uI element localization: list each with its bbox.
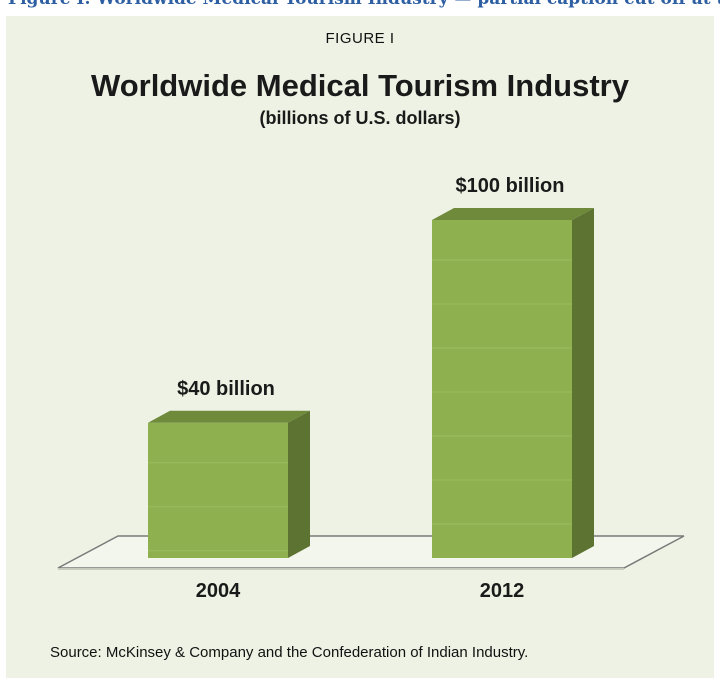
bar-side-face — [288, 410, 310, 558]
source-note: Source: McKinsey & Company and the Confe… — [50, 644, 529, 661]
bar-side-face — [572, 208, 594, 558]
x-tick-label: 2012 — [480, 580, 525, 602]
bar-2004: $40 billion 2004 — [148, 378, 310, 602]
bar-front-face — [148, 422, 288, 558]
bar-top-face — [432, 208, 594, 220]
figure-label: FIGURE I — [325, 30, 395, 47]
bar-top-face — [148, 410, 310, 423]
caption-banner: Figure I: Worldwide Medical Tourism Indu… — [0, 0, 720, 16]
x-tick-label: 2004 — [196, 580, 241, 602]
bar-2012: $100 billion 2012 — [432, 175, 594, 602]
bar-value-label: $100 billion — [456, 175, 565, 197]
caption-fragment: Figure I: Worldwide Medical Tourism Indu… — [8, 0, 720, 9]
bar-front-face — [432, 220, 572, 558]
chart-title: Worldwide Medical Tourism Industry — [91, 68, 629, 103]
bar-value-label: $40 billion — [177, 378, 275, 400]
bars-layer: $40 billion 2004 $100 billion 2012 — [148, 175, 594, 602]
chart-subtitle: (billions of U.S. dollars) — [259, 108, 461, 128]
